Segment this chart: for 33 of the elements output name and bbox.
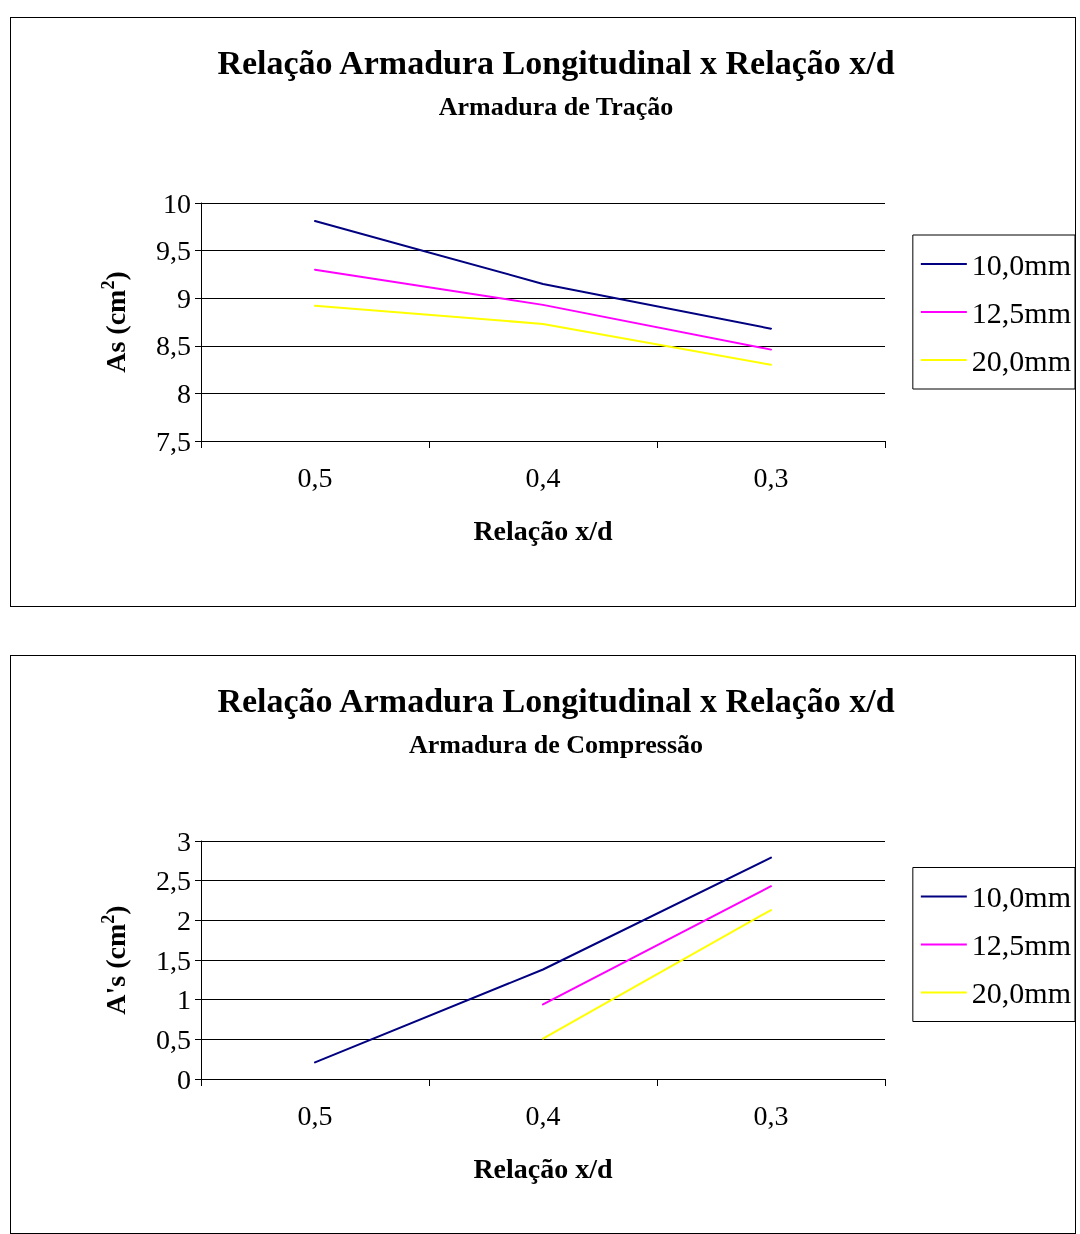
y-axis-title: A's (cm2) <box>98 905 131 1015</box>
x-tick-label: 0,5 <box>297 461 333 493</box>
x-tick-label: 0,3 <box>753 1099 789 1131</box>
x-tick-label: 0,5 <box>297 1099 333 1131</box>
x-axis-title: Relação x/d <box>473 1152 614 1184</box>
y-tick-label: 10 <box>163 187 191 219</box>
y-tick-label: 0 <box>177 1063 191 1095</box>
x-axis-title: Relação x/d <box>473 514 614 546</box>
x-tick-label: 0,4 <box>525 461 561 493</box>
y-tick-label: 2 <box>177 904 191 936</box>
y-axis-title: As (cm2) <box>98 271 131 373</box>
y-tick-label: 9 <box>177 282 191 314</box>
chart-subtitle: Armadura de Compressão <box>408 729 704 759</box>
y-tick-label: 1,5 <box>156 944 191 976</box>
legend-label: 20,0mm <box>971 343 1071 377</box>
y-tick-label: 1 <box>177 984 191 1016</box>
y-tick-label: 9,5 <box>156 235 191 267</box>
y-tick-label: 3 <box>177 825 191 857</box>
y-tick-label: 7,5 <box>156 425 191 457</box>
y-tick-label: 8 <box>177 377 191 409</box>
legend-label: 10,0mm <box>971 880 1071 913</box>
x-tick-label: 0,4 <box>525 1099 561 1131</box>
chart-title: Relação Armadura Longitudinal x Relação x/d <box>217 681 895 719</box>
legend-label: 12,5mm <box>971 928 1071 961</box>
legend-label: 10,0mm <box>971 247 1071 281</box>
legend-label: 20,0mm <box>971 976 1071 1009</box>
chart-subtitle: Armadura de Tração <box>438 91 674 121</box>
legend-label: 12,5mm <box>971 295 1071 329</box>
y-tick-label: 8,5 <box>156 330 191 362</box>
x-tick-label: 0,3 <box>753 461 789 493</box>
y-tick-label: 2,5 <box>156 865 191 897</box>
y-tick-label: 0,5 <box>156 1023 191 1055</box>
chart-title: Relação Armadura Longitudinal x Relação x/d <box>217 43 895 81</box>
